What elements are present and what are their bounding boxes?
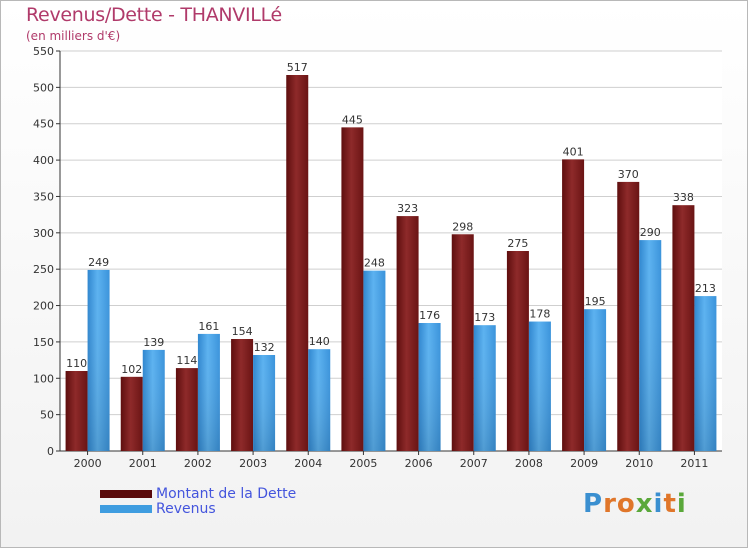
logo-letter: o xyxy=(616,489,636,519)
grid-lines xyxy=(60,50,722,452)
bar-dette-2003 xyxy=(231,339,254,451)
value-label: 161 xyxy=(198,320,219,333)
value-label: 139 xyxy=(143,336,164,349)
value-label: 114 xyxy=(176,354,197,367)
y-tick-label: 100 xyxy=(33,372,54,385)
bars xyxy=(65,75,717,451)
bar-shade xyxy=(694,296,717,451)
value-label: 154 xyxy=(232,325,253,338)
legend-swatch-revenus xyxy=(100,505,152,513)
bar-shade xyxy=(197,333,220,451)
plot-area xyxy=(60,51,722,451)
bar-shade xyxy=(253,355,276,451)
legend-label-revenus: Revenus xyxy=(156,501,216,517)
value-label: 213 xyxy=(695,282,716,295)
x-tick-label: 2008 xyxy=(515,457,543,470)
bar-dette-2009 xyxy=(562,159,585,451)
y-tick-label: 150 xyxy=(33,336,54,349)
value-label: 290 xyxy=(640,226,661,239)
x-tick-label: 2009 xyxy=(570,457,598,470)
x-tick-label: 2004 xyxy=(294,457,322,470)
chart-subtitle: (en milliers d'€) xyxy=(26,29,121,43)
y-tick-label: 450 xyxy=(33,118,54,131)
y-tick-label: 250 xyxy=(33,263,54,276)
bar-dette-2000 xyxy=(65,371,88,451)
legend-item-revenus: Revenus xyxy=(100,501,216,517)
x-tick-label: 2001 xyxy=(129,457,157,470)
x-tick-label: 2010 xyxy=(625,457,653,470)
logo-letter: x xyxy=(635,489,654,519)
logo-letter: i xyxy=(653,489,664,519)
value-label: 140 xyxy=(309,335,330,348)
bar-dette-2002 xyxy=(175,368,198,451)
value-label: 195 xyxy=(585,295,606,308)
bar-dette-2008 xyxy=(506,251,529,451)
bar-shade xyxy=(363,270,386,451)
y-tick-label: 550 xyxy=(33,45,54,58)
x-tick-label: 2000 xyxy=(74,457,102,470)
x-tick-label: 2006 xyxy=(405,457,433,470)
proxiti-logo: Proxiti xyxy=(583,489,687,519)
y-tick-label: 500 xyxy=(33,81,54,94)
bar-dette-2006 xyxy=(396,216,419,451)
value-label: 110 xyxy=(66,357,87,370)
value-label: 132 xyxy=(254,341,275,354)
value-label: 370 xyxy=(618,168,639,181)
logo-letter: r xyxy=(603,489,617,519)
y-tick-label: 50 xyxy=(40,409,54,422)
x-tick-label: 2011 xyxy=(680,457,708,470)
bar-shade xyxy=(308,349,331,451)
bar-shade xyxy=(418,323,441,451)
bar-shade xyxy=(639,240,662,451)
bar-dette-2001 xyxy=(120,376,143,451)
bar-shade xyxy=(142,349,165,451)
axes: 0 50 100 150 200 250 300 350 400 450 500 550 2000 200… xyxy=(33,45,722,470)
legend-label-dette: Montant de la Dette xyxy=(156,486,297,502)
legend-item-dette: Montant de la Dette xyxy=(100,486,296,502)
value-label: 173 xyxy=(474,311,495,324)
bar-shade xyxy=(584,309,607,451)
bar-dette-2010 xyxy=(617,181,640,451)
x-tick-label: 2007 xyxy=(460,457,488,470)
value-label: 445 xyxy=(342,113,363,126)
bar-dette-2007 xyxy=(451,234,474,451)
y-tick-label: 350 xyxy=(33,190,54,203)
bar-dette-2011 xyxy=(672,205,695,451)
legend-swatch-dette xyxy=(100,490,152,498)
y-tick-label: 0 xyxy=(47,445,54,458)
x-tick-label: 2002 xyxy=(184,457,212,470)
y-tick-label: 400 xyxy=(33,154,54,167)
value-label: 275 xyxy=(507,237,528,250)
bar-dette-2004 xyxy=(286,75,309,451)
logo-letter: t xyxy=(663,489,677,519)
chart-title: Revenus/Dette - THANVILLé xyxy=(26,4,282,26)
bar-shade xyxy=(528,321,551,451)
value-label: 401 xyxy=(563,145,584,158)
y-tick-label: 300 xyxy=(33,227,54,240)
bar-shade xyxy=(473,325,496,451)
value-label: 102 xyxy=(121,363,142,376)
bar-shade xyxy=(87,269,110,451)
bar-dette-2005 xyxy=(341,127,364,451)
value-label: 298 xyxy=(452,220,473,233)
value-label: 338 xyxy=(673,191,694,204)
value-label: 249 xyxy=(88,256,109,269)
logo-letter: P xyxy=(583,489,604,519)
logo-letter: i xyxy=(676,489,687,519)
y-tick-label: 200 xyxy=(33,300,54,313)
value-label: 248 xyxy=(364,257,385,270)
value-label: 178 xyxy=(529,308,550,321)
value-label: 176 xyxy=(419,309,440,322)
value-label: 323 xyxy=(397,202,418,215)
x-tick-label: 2003 xyxy=(239,457,267,470)
x-tick-label: 2005 xyxy=(349,457,377,470)
value-label: 517 xyxy=(287,61,308,74)
